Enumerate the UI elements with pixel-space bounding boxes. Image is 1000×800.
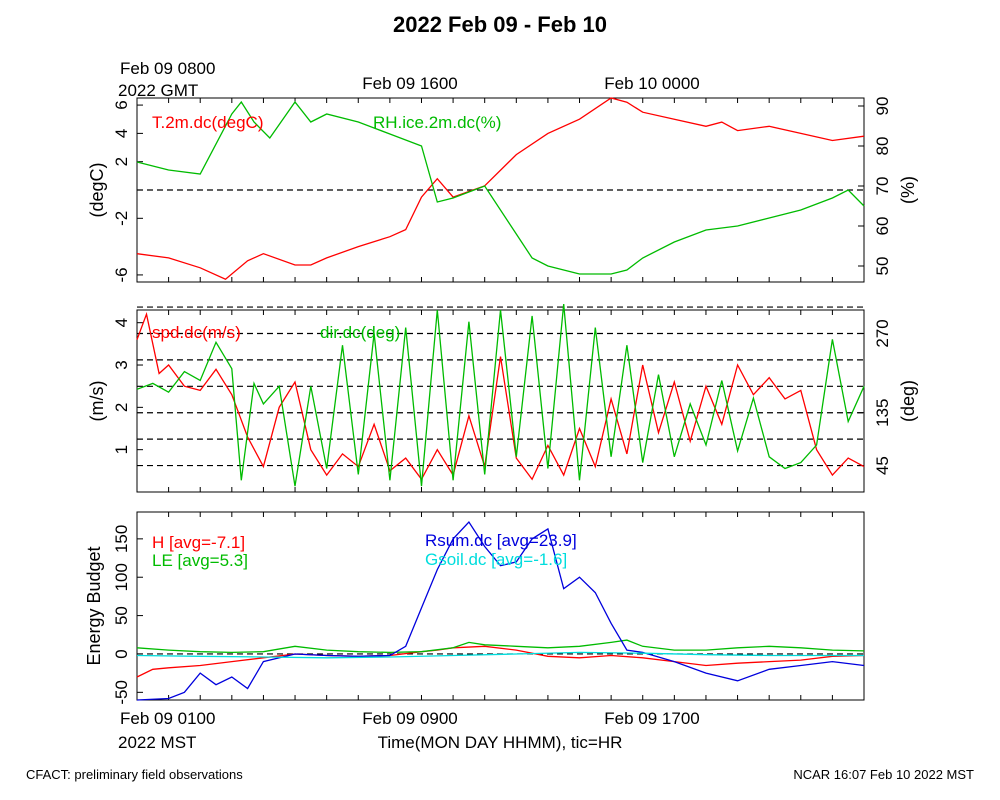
footer-left: CFACT: preliminary field observations (26, 767, 243, 782)
y-axis-label: (degC) (87, 162, 107, 217)
y-tick-label: 4 (112, 129, 131, 138)
x-tick-label: Feb 09 0100 (120, 709, 215, 728)
series-line (136, 311, 865, 481)
y-tick-label: 4 (112, 318, 131, 327)
y-tick-label: 1 (112, 445, 131, 454)
panel-wind: 4 3 2 1 (m/s) 270 135 45 (deg) (87, 304, 918, 493)
y-tick-label: 60 (873, 217, 892, 236)
legend-label: dir.dc(deg) (320, 323, 400, 342)
y-tick-label: 50 (873, 257, 892, 276)
y-axis-label: (m/s) (87, 381, 107, 422)
y-tick-label: -6 (112, 267, 131, 282)
top-time-label: Feb 09 1600 (362, 74, 457, 93)
top-time-label: Feb 09 0800 (120, 59, 215, 78)
y-tick-label: 100 (112, 563, 131, 591)
legend-label: T.2m.dc(degC) (152, 113, 263, 132)
top-time-label: 2022 GMT (118, 81, 198, 100)
y-tick-label: 80 (873, 137, 892, 156)
legend-label: Rsum.dc [avg=23.9] (425, 531, 577, 550)
panel-frame (136, 511, 865, 701)
y-tick-label: 270 (873, 319, 892, 347)
y-tick-label: 150 (112, 525, 131, 553)
x-axis-label: Time(MON DAY HHMM), tic=HR (378, 733, 623, 752)
series-line (136, 100, 865, 275)
y-tick-label: 0 (112, 649, 131, 658)
legend-label: Gsoil.dc [avg=-1.6] (425, 550, 567, 569)
y-tick-label: 3 (112, 360, 131, 369)
series-line (136, 651, 864, 659)
panel-temperature-rh: 6 4 2 -2 -6 (degC) 90 80 70 60 50 (%) (87, 97, 918, 283)
series-line (136, 639, 865, 654)
x-tick-label: Feb 09 1700 (604, 709, 699, 728)
y-tick-label: 70 (873, 177, 892, 196)
legend-label: H [avg=-7.1] (152, 533, 245, 552)
top-time-label: Feb 10 0000 (604, 74, 699, 93)
legend-label: RH.ice.2m.dc(%) (373, 113, 501, 132)
series-line (136, 520, 865, 701)
y-tick-label: 45 (873, 456, 892, 475)
panel-frame (136, 309, 865, 493)
x-tick-label: Feb 09 0900 (362, 709, 457, 728)
legend-label: LE [avg=5.3] (152, 551, 248, 570)
footer-right: NCAR 16:07 Feb 10 2022 MST (793, 767, 974, 782)
y-axis-label-right: (%) (898, 176, 918, 204)
y-tick-label: 50 (112, 606, 131, 625)
y-axis-label: Energy Budget (84, 546, 104, 665)
y-tick-label: 135 (873, 399, 892, 427)
panel-energy-budget: 150 100 50 0 -50 Energy Budget (84, 511, 865, 705)
series-line (136, 304, 865, 487)
y-tick-label: -2 (112, 211, 131, 226)
series-line (136, 645, 865, 678)
y-tick-label: 90 (873, 97, 892, 116)
chart-title: 2022 Feb 09 - Feb 10 (393, 12, 607, 37)
y-axis-label-right: (deg) (898, 380, 918, 422)
y-tick-label: 2 (112, 403, 131, 412)
y-tick-label: -50 (112, 680, 131, 705)
legend-label: spd.dc(m/s) (152, 323, 241, 342)
x-tick-label: 2022 MST (118, 733, 196, 752)
y-tick-label: 6 (112, 100, 131, 109)
y-tick-label: 2 (112, 157, 131, 166)
